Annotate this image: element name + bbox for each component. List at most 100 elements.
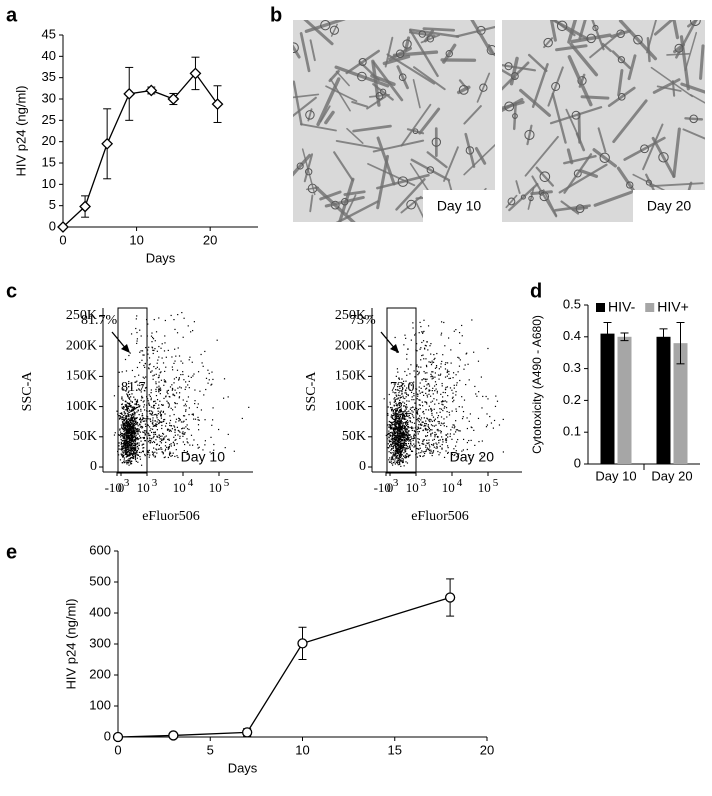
flow-event xyxy=(395,420,396,421)
flow-event xyxy=(170,456,171,457)
flow-event xyxy=(394,454,395,455)
flow-event xyxy=(432,371,433,372)
flow-event xyxy=(131,443,132,444)
flow-event xyxy=(392,437,393,438)
flow-event xyxy=(412,406,413,407)
flow-event xyxy=(156,415,157,416)
flow-event xyxy=(400,446,401,447)
flow-event xyxy=(499,424,500,425)
flow-event xyxy=(153,353,154,354)
flow-event xyxy=(436,446,437,447)
flow-event xyxy=(163,439,164,440)
flow-event xyxy=(397,463,398,464)
flow-event xyxy=(478,441,479,442)
flow-event xyxy=(139,429,140,430)
flow-event xyxy=(389,441,390,442)
flow-event xyxy=(419,445,420,446)
flow-event xyxy=(162,343,163,344)
flow-event xyxy=(132,417,133,418)
flow-event xyxy=(155,439,156,440)
flow-event xyxy=(138,442,139,443)
flow-event xyxy=(143,365,144,366)
flow-event xyxy=(401,450,402,451)
flow-event xyxy=(393,453,394,454)
flow-event xyxy=(421,331,422,332)
flow-event xyxy=(438,421,439,422)
flow-event xyxy=(127,452,128,453)
flow-event xyxy=(156,424,157,425)
flow-event xyxy=(441,361,442,362)
flow-event xyxy=(406,415,407,416)
flow-event xyxy=(121,444,122,445)
flow-event xyxy=(201,409,202,410)
flow-event xyxy=(174,414,175,415)
flow-event xyxy=(189,387,190,388)
flow-event xyxy=(408,427,409,428)
flow-event xyxy=(150,396,151,397)
flow-event xyxy=(132,435,133,436)
flow-event xyxy=(441,333,442,334)
flow-event xyxy=(177,403,178,404)
flow-event xyxy=(169,444,170,445)
flow-event xyxy=(143,421,144,422)
flow-y-axis-label: SSC-A xyxy=(20,371,35,412)
flow-event xyxy=(419,415,420,416)
flow-event xyxy=(401,423,402,424)
flow-event xyxy=(398,407,399,408)
flow-event xyxy=(478,361,479,362)
flow-event xyxy=(447,433,448,434)
flow-event xyxy=(430,353,431,354)
flow-event xyxy=(434,434,435,435)
flow-event xyxy=(131,453,132,454)
flow-event xyxy=(400,397,401,398)
flow-event xyxy=(135,437,136,438)
flow-event xyxy=(408,455,409,456)
flow-event xyxy=(444,406,445,407)
flow-event xyxy=(133,397,134,398)
flow-event xyxy=(123,455,124,456)
flow-event xyxy=(138,404,139,405)
flow-event xyxy=(458,430,459,431)
flow-event xyxy=(397,372,398,373)
flow-event xyxy=(394,424,395,425)
flow-event xyxy=(183,337,184,338)
flow-event xyxy=(124,430,125,431)
flow-event xyxy=(192,330,193,331)
flow-event xyxy=(390,441,391,442)
flow-event xyxy=(447,372,448,373)
flow-event xyxy=(441,334,442,335)
flow-y-tick-label: 50K xyxy=(73,429,97,444)
flow-event xyxy=(158,381,159,382)
flow-x-tick-label: 0 xyxy=(118,480,125,495)
flow-event xyxy=(154,425,155,426)
flow-event xyxy=(149,426,150,427)
flow-event xyxy=(487,348,488,349)
flow-event xyxy=(135,438,136,439)
flow-event xyxy=(451,390,452,391)
flow-event xyxy=(392,434,393,435)
flow-event xyxy=(438,454,439,455)
flow-event xyxy=(158,388,159,389)
flow-event xyxy=(467,364,468,365)
flow-event xyxy=(166,401,167,402)
flow-event xyxy=(401,404,402,405)
flow-event xyxy=(142,415,143,416)
flow-event xyxy=(128,462,129,463)
flow-event xyxy=(406,358,407,359)
flow-event xyxy=(123,436,124,437)
flow-event xyxy=(126,448,127,449)
flow-event xyxy=(124,411,125,412)
flow-event xyxy=(396,462,397,463)
flow-event xyxy=(428,442,429,443)
flow-event xyxy=(398,450,399,451)
flow-event xyxy=(131,457,132,458)
flow-event xyxy=(153,437,154,438)
flow-event xyxy=(454,388,455,389)
flow-event xyxy=(162,405,163,406)
flow-event xyxy=(128,430,129,431)
flow-event xyxy=(403,437,404,438)
flow-event xyxy=(433,354,434,355)
flow-event xyxy=(402,462,403,463)
flow-event xyxy=(417,396,418,397)
flow-event xyxy=(461,325,462,326)
